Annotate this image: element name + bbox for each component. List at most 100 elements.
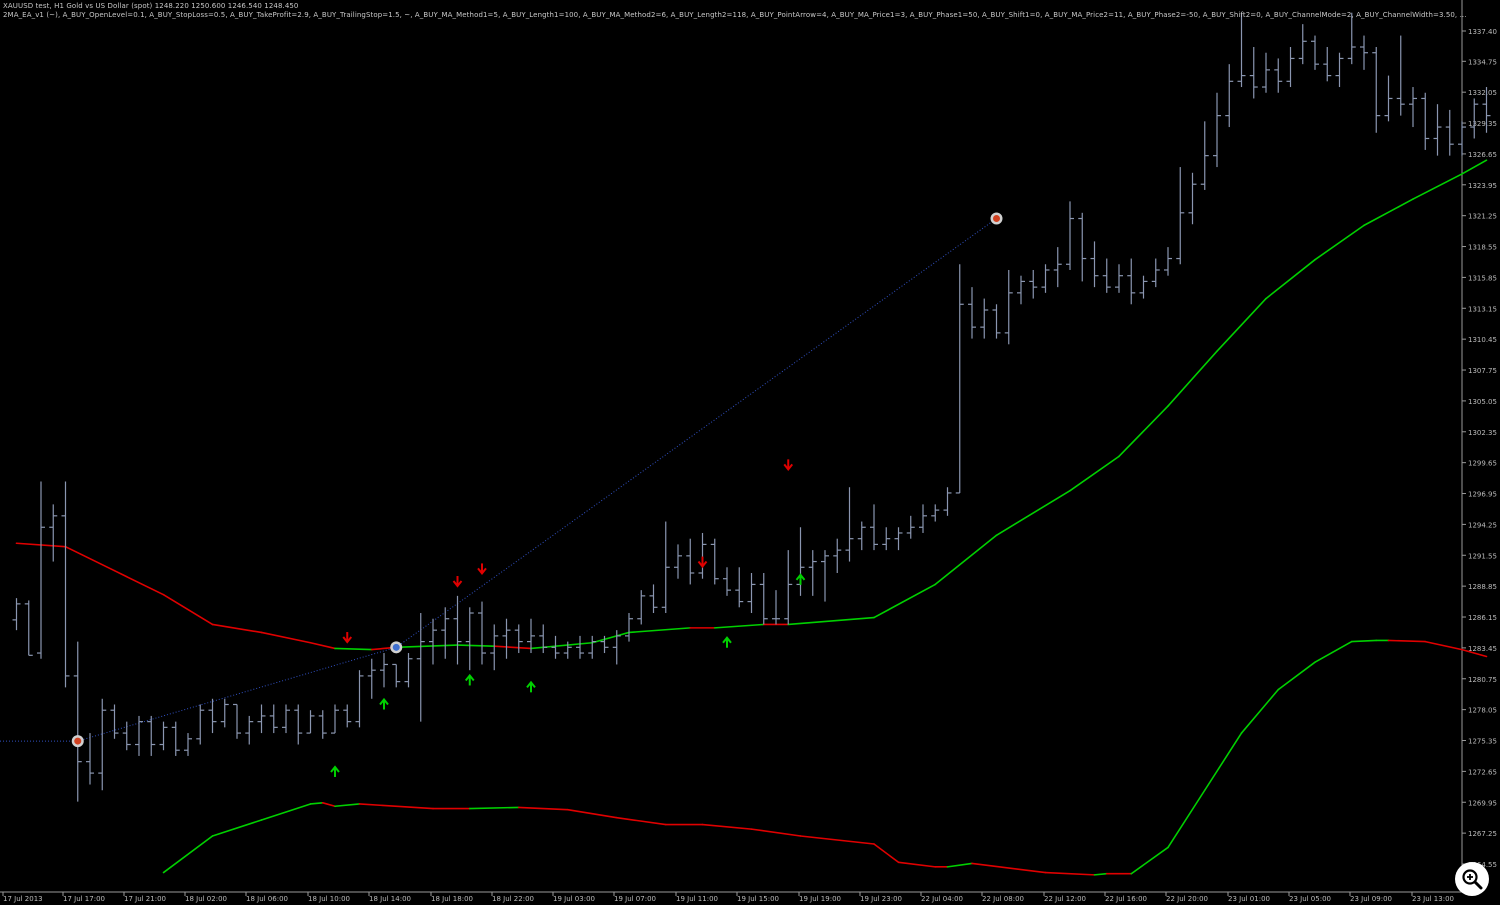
ea-parameters: 2MA_EA_v1 (~), A_BUY_OpenLevel=0.1, A_BU… — [3, 11, 1467, 19]
ohlc-bar — [1249, 47, 1258, 99]
ma-low-segment — [1203, 732, 1243, 792]
ohlc-bar — [490, 624, 499, 671]
trade-line — [395, 218, 997, 648]
ma-low-segment — [1461, 648, 1488, 658]
price-tick-label: 1283.45 — [1468, 645, 1497, 653]
ma-main-segment — [628, 627, 692, 634]
ohlc-bar — [208, 698, 217, 734]
ohlc-bar — [1053, 247, 1062, 288]
ohlc-bar — [576, 635, 584, 659]
ohlc-bar — [661, 521, 670, 614]
ohlc-bar — [392, 663, 401, 688]
arrow-head — [330, 765, 340, 773]
ohlc-bar — [600, 635, 609, 654]
ohlc-bar — [1041, 264, 1050, 293]
ohlc-bar — [882, 527, 891, 551]
ohlc-bar — [1213, 92, 1221, 168]
zoom-button[interactable] — [1455, 862, 1489, 896]
ma-main-segment — [1363, 198, 1414, 227]
ma-low-segment — [701, 823, 753, 830]
sell-arrow — [452, 575, 463, 588]
arrow-head — [795, 573, 806, 581]
ohlc-bar — [1176, 167, 1185, 265]
ohlc-bar — [1139, 275, 1148, 299]
ohlc-bar — [196, 704, 205, 745]
time-tick-label: 19 Jul 19:00 — [799, 895, 841, 903]
price-tick-label: 1315.85 — [1468, 274, 1497, 282]
price-tick-label: 1334.75 — [1468, 58, 1497, 66]
ma-low-segment — [321, 802, 336, 808]
ma-low-segment — [566, 808, 618, 819]
ohlc-bar — [1421, 92, 1430, 150]
ma-main-segment — [713, 623, 765, 629]
ohlc-bar — [906, 515, 915, 539]
price-tick-label: 1337.40 — [1468, 28, 1497, 36]
ohlc-bar — [747, 572, 756, 614]
ohlc-bar — [821, 550, 829, 602]
time-tick-label: 17 Jul 2013 — [3, 895, 43, 903]
ohlc-bar — [674, 544, 682, 579]
buy-arrow — [379, 697, 389, 710]
ohlc-bar — [404, 653, 413, 688]
buy-arrow — [526, 680, 536, 693]
arrow-head — [526, 680, 536, 688]
ma-low-segment — [1387, 639, 1427, 643]
ohlc-bar — [1200, 121, 1209, 190]
price-tick-label: 1313.15 — [1468, 305, 1497, 313]
price-tick-label: 1278.05 — [1468, 707, 1497, 715]
time-tick-label: 18 Jul 10:00 — [308, 895, 350, 903]
marker-core — [74, 737, 82, 745]
ohlc-bar — [122, 721, 131, 751]
ohlc-bar — [992, 304, 1001, 339]
arrow-head — [342, 636, 353, 644]
trade-close-marker[interactable] — [71, 735, 84, 748]
ohlc-bar — [24, 600, 33, 656]
ohlc-bar — [380, 653, 388, 688]
ohlc-bar — [49, 504, 58, 562]
ohlc-bar — [1311, 35, 1319, 70]
ma-main-segment — [1069, 455, 1120, 492]
trade-open-marker[interactable] — [390, 641, 403, 654]
ohlc-bar — [1090, 241, 1099, 288]
ma-main-segment — [934, 534, 998, 586]
ma-low-segment — [1277, 661, 1316, 691]
ma-low-segment — [615, 816, 667, 826]
ohlc-bar — [1286, 47, 1295, 88]
ma-low-segment — [309, 802, 324, 805]
ohlc-bar — [12, 598, 21, 631]
time-tick-label: 19 Jul 03:00 — [553, 895, 595, 903]
ma-main-segment — [309, 641, 336, 650]
ma-low-segment — [334, 803, 361, 808]
trade-markers[interactable] — [71, 212, 1003, 748]
ohlc-bar — [1115, 264, 1123, 293]
ohlc-bar — [735, 567, 744, 608]
ohlc-bar — [612, 630, 621, 665]
ohlc-bar — [919, 504, 927, 533]
ohlc-bar — [514, 624, 523, 654]
ma-low-segment — [946, 862, 973, 868]
ohlc-bar — [135, 715, 143, 756]
ohlc-bar — [1323, 47, 1332, 82]
ohlc-bar — [710, 538, 719, 585]
buy-arrow — [722, 636, 732, 648]
ohlc-bar — [1298, 24, 1307, 65]
trade-line — [77, 646, 397, 742]
ohlc-bar — [833, 538, 842, 573]
ohlc-bar — [1482, 87, 1491, 133]
trade-close-marker[interactable] — [990, 212, 1003, 225]
ma-low-segment — [971, 862, 1047, 874]
ohlc-bar — [1396, 35, 1405, 116]
ohlc-bar — [1262, 52, 1270, 93]
ohlc-bar — [61, 481, 70, 688]
ma-main-segment — [493, 645, 532, 650]
ohlc-bar — [171, 721, 180, 756]
ohlc-bar — [551, 635, 560, 659]
ohlc-bar — [478, 601, 486, 665]
time-tick-label: 22 Jul 04:00 — [921, 895, 963, 903]
ohlc-bar — [894, 527, 903, 551]
magnifier-plus-icon — [1462, 869, 1483, 890]
time-tick-label: 17 Jul 17:00 — [63, 895, 105, 903]
buy-arrow — [795, 573, 806, 585]
